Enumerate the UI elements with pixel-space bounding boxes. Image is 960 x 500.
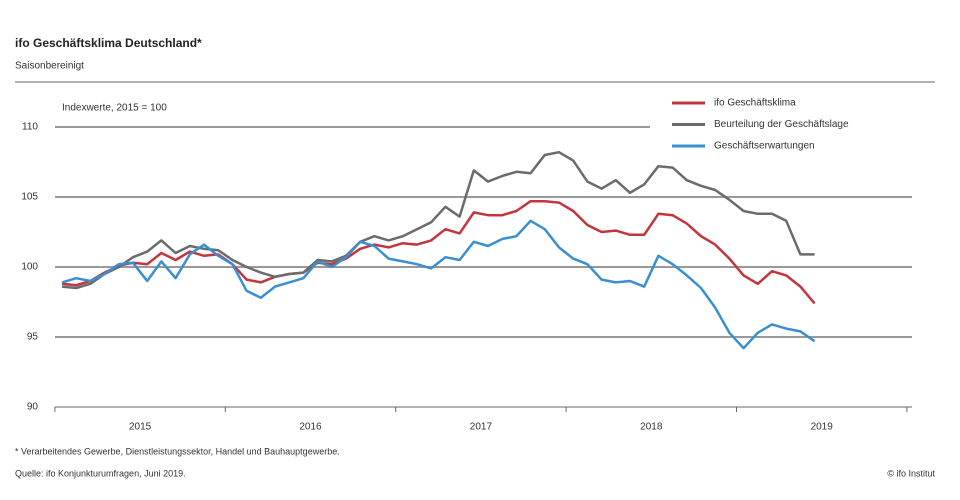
series-line — [61, 150, 815, 290]
x-tick-label: 2015 — [129, 422, 152, 433]
annotation: Indexwerte, 2015 = 100 — [62, 103, 167, 114]
credit: © ifo Institut — [887, 468, 935, 478]
legend-label: Beurteilung der Geschäftslage — [714, 119, 849, 130]
chart-title: ifo Geschäftsklima Deutschland* — [15, 36, 202, 50]
y-tick-label: 90 — [27, 402, 39, 413]
legend-label: Geschäftserwartungen — [714, 141, 815, 152]
x-tick-label: 2017 — [470, 422, 493, 433]
x-tick-label: 2019 — [811, 422, 834, 433]
footnote: * Verarbeitendes Gewerbe, Dienstleistung… — [15, 446, 340, 456]
series-line — [61, 219, 816, 350]
x-tick-label: 2018 — [640, 422, 663, 433]
y-tick-label: 105 — [21, 192, 38, 203]
y-tick-label: 110 — [22, 122, 38, 133]
source: Quelle: ifo Konjunkturumfragen, Juni 201… — [15, 468, 186, 478]
x-tick-label: 2016 — [299, 422, 322, 433]
y-tick-label: 95 — [27, 332, 39, 343]
y-tick-label: 100 — [21, 262, 38, 273]
legend-label: ifo Geschäftsklima — [714, 98, 796, 109]
series-line — [61, 199, 816, 305]
chart-subtitle: Saisonbereinigt — [15, 61, 84, 72]
